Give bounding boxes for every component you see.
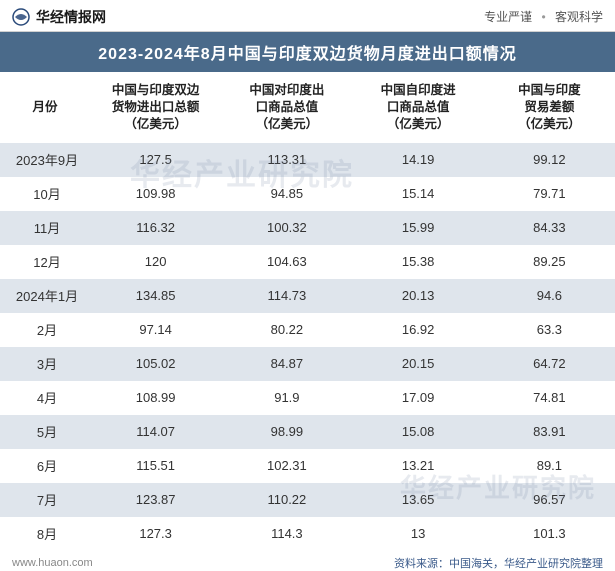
value-cell: 94.6 xyxy=(484,279,615,313)
value-cell: 13.21 xyxy=(353,449,484,483)
data-table: 月份中国与印度双边货物进出口总额（亿美元）中国对印度出口商品总值（亿美元）中国自… xyxy=(0,72,615,551)
month-cell: 5月 xyxy=(0,415,90,449)
value-cell: 96.57 xyxy=(484,483,615,517)
value-cell: 97.14 xyxy=(90,313,221,347)
value-cell: 83.91 xyxy=(484,415,615,449)
tagline-dot: • xyxy=(541,10,545,24)
value-cell: 100.32 xyxy=(221,211,352,245)
value-cell: 15.38 xyxy=(353,245,484,279)
tagline: 专业严谨 • 客观科学 xyxy=(484,8,603,25)
value-cell: 114.07 xyxy=(90,415,221,449)
value-cell: 102.31 xyxy=(221,449,352,483)
value-cell: 127.3 xyxy=(90,517,221,551)
brand-block: 华经情报网 xyxy=(12,7,106,27)
table-row: 3月105.0284.8720.1564.72 xyxy=(0,347,615,381)
value-cell: 13.65 xyxy=(353,483,484,517)
value-cell: 113.31 xyxy=(221,143,352,177)
value-cell: 84.87 xyxy=(221,347,352,381)
value-cell: 123.87 xyxy=(90,483,221,517)
footer-url: www.huaon.com xyxy=(12,557,93,569)
month-cell: 2023年9月 xyxy=(0,143,90,177)
value-cell: 116.32 xyxy=(90,211,221,245)
value-cell: 134.85 xyxy=(90,279,221,313)
table-row: 5月114.0798.9915.0883.91 xyxy=(0,415,615,449)
table-row: 4月108.9991.917.0974.81 xyxy=(0,381,615,415)
value-cell: 104.63 xyxy=(221,245,352,279)
brand-logo-icon xyxy=(12,8,30,26)
value-cell: 64.72 xyxy=(484,347,615,381)
value-cell: 110.22 xyxy=(221,483,352,517)
column-header: 中国与印度贸易差额（亿美元） xyxy=(484,72,615,143)
value-cell: 127.5 xyxy=(90,143,221,177)
value-cell: 120 xyxy=(90,245,221,279)
value-cell: 17.09 xyxy=(353,381,484,415)
value-cell: 80.22 xyxy=(221,313,352,347)
value-cell: 99.12 xyxy=(484,143,615,177)
column-header: 中国对印度出口商品总值（亿美元） xyxy=(221,72,352,143)
table-row: 2023年9月127.5113.3114.1999.12 xyxy=(0,143,615,177)
value-cell: 114.3 xyxy=(221,517,352,551)
brand-name: 华经情报网 xyxy=(36,7,106,27)
table-row: 7月123.87110.2213.6596.57 xyxy=(0,483,615,517)
column-header: 中国自印度进口商品总值（亿美元） xyxy=(353,72,484,143)
value-cell: 79.71 xyxy=(484,177,615,211)
data-table-container: 月份中国与印度双边货物进出口总额（亿美元）中国对印度出口商品总值（亿美元）中国自… xyxy=(0,72,615,551)
month-cell: 12月 xyxy=(0,245,90,279)
value-cell: 109.98 xyxy=(90,177,221,211)
value-cell: 20.15 xyxy=(353,347,484,381)
month-cell: 7月 xyxy=(0,483,90,517)
table-row: 2024年1月134.85114.7320.1394.6 xyxy=(0,279,615,313)
table-row: 2月97.1480.2216.9263.3 xyxy=(0,313,615,347)
tagline-right: 客观科学 xyxy=(555,10,603,24)
value-cell: 115.51 xyxy=(90,449,221,483)
table-row: 6月115.51102.3113.2189.1 xyxy=(0,449,615,483)
value-cell: 84.33 xyxy=(484,211,615,245)
month-cell: 6月 xyxy=(0,449,90,483)
value-cell: 14.19 xyxy=(353,143,484,177)
value-cell: 63.3 xyxy=(484,313,615,347)
value-cell: 15.99 xyxy=(353,211,484,245)
column-header: 月份 xyxy=(0,72,90,143)
value-cell: 13 xyxy=(353,517,484,551)
header-bar: 华经情报网 专业严谨 • 客观科学 xyxy=(0,0,615,32)
table-body: 2023年9月127.5113.3114.1999.1210月109.9894.… xyxy=(0,143,615,551)
table-title: 2023-2024年8月中国与印度双边货物月度进出口额情况 xyxy=(0,32,615,72)
month-cell: 11月 xyxy=(0,211,90,245)
value-cell: 74.81 xyxy=(484,381,615,415)
month-cell: 10月 xyxy=(0,177,90,211)
footer-source: 资料来源：中国海关，华经产业研究院整理 xyxy=(394,555,603,571)
table-row: 8月127.3114.313101.3 xyxy=(0,517,615,551)
tagline-left: 专业严谨 xyxy=(484,10,532,24)
month-cell: 8月 xyxy=(0,517,90,551)
value-cell: 16.92 xyxy=(353,313,484,347)
column-header: 中国与印度双边货物进出口总额（亿美元） xyxy=(90,72,221,143)
value-cell: 101.3 xyxy=(484,517,615,551)
value-cell: 114.73 xyxy=(221,279,352,313)
month-cell: 4月 xyxy=(0,381,90,415)
value-cell: 89.1 xyxy=(484,449,615,483)
table-header: 月份中国与印度双边货物进出口总额（亿美元）中国对印度出口商品总值（亿美元）中国自… xyxy=(0,72,615,143)
table-row: 10月109.9894.8515.1479.71 xyxy=(0,177,615,211)
value-cell: 108.99 xyxy=(90,381,221,415)
month-cell: 2月 xyxy=(0,313,90,347)
table-row: 11月116.32100.3215.9984.33 xyxy=(0,211,615,245)
value-cell: 105.02 xyxy=(90,347,221,381)
table-row: 12月120104.6315.3889.25 xyxy=(0,245,615,279)
value-cell: 89.25 xyxy=(484,245,615,279)
value-cell: 15.14 xyxy=(353,177,484,211)
footer: www.huaon.com 资料来源：中国海关，华经产业研究院整理 xyxy=(0,551,615,571)
month-cell: 3月 xyxy=(0,347,90,381)
month-cell: 2024年1月 xyxy=(0,279,90,313)
value-cell: 91.9 xyxy=(221,381,352,415)
value-cell: 20.13 xyxy=(353,279,484,313)
value-cell: 15.08 xyxy=(353,415,484,449)
value-cell: 94.85 xyxy=(221,177,352,211)
value-cell: 98.99 xyxy=(221,415,352,449)
